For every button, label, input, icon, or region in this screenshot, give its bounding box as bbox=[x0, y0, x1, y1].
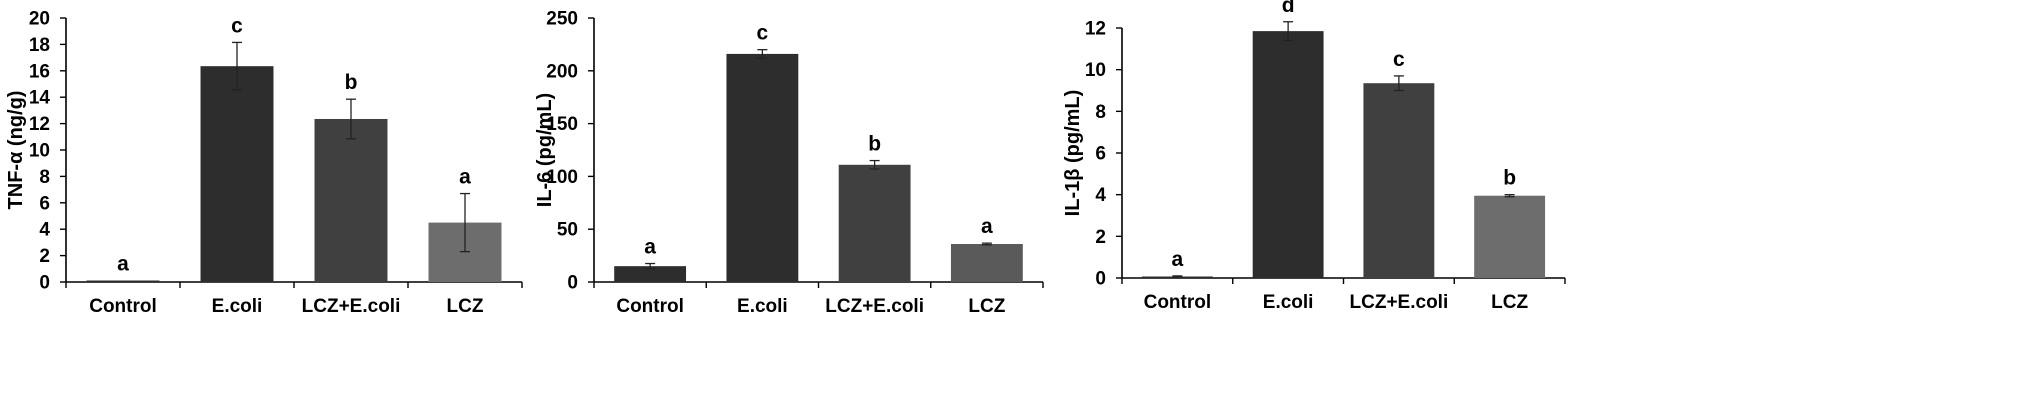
significance-letter: b bbox=[1503, 167, 1516, 190]
y-tick-label: 10 bbox=[29, 141, 50, 162]
significance-letter: c bbox=[231, 14, 243, 37]
significance-letter: a bbox=[117, 253, 129, 276]
bar-e-coli bbox=[200, 66, 274, 283]
y-tick-label: 100 bbox=[546, 167, 578, 188]
x-category-label: LCZ+E.coli bbox=[825, 296, 924, 317]
bar-lcz bbox=[950, 243, 1023, 282]
y-tick-label: 8 bbox=[39, 167, 50, 188]
y-tick-label: 0 bbox=[1095, 269, 1106, 290]
significance-letter: a bbox=[459, 166, 471, 189]
significance-letter: c bbox=[1393, 48, 1405, 71]
significance-letter: b bbox=[868, 133, 881, 156]
y-tick-label: 250 bbox=[546, 9, 578, 30]
y-tick-label: 150 bbox=[546, 114, 578, 135]
y-tick-label: 10 bbox=[1085, 60, 1106, 81]
x-category-label: LCZ bbox=[447, 296, 484, 317]
y-tick-label: 50 bbox=[557, 220, 578, 241]
y-axis-label: IL-6 (pg/mL) bbox=[534, 93, 556, 207]
x-category-label: LCZ+E.coli bbox=[302, 296, 401, 317]
y-tick-label: 200 bbox=[546, 61, 578, 82]
chart-panel-2: 0 50 100 150 200 250 a Control c E.coli b LCZ+E.col… bbox=[534, 9, 1044, 317]
significance-letter: a bbox=[1172, 248, 1184, 271]
significance-letter: d bbox=[1282, 0, 1295, 17]
y-tick-label: 4 bbox=[1095, 185, 1106, 206]
significance-letter: c bbox=[757, 22, 769, 45]
bar-lcz-e-coli bbox=[838, 164, 911, 282]
x-category-label: E.coli bbox=[737, 296, 788, 317]
y-tick-label: 18 bbox=[29, 35, 50, 56]
x-category-label: Control bbox=[1144, 292, 1212, 313]
y-tick-label: 12 bbox=[29, 114, 50, 135]
x-category-label: LCZ bbox=[1491, 292, 1528, 313]
chart-panel-3: 0 2 4 6 8 10 12 a Control d E.coli c LCZ+E.coli b LCZ I… bbox=[1062, 0, 1566, 313]
y-tick-label: 12 bbox=[1085, 19, 1106, 40]
chart-panel-1: 0 2 4 6 8 10 12 14 16 18 20 a Control c E.coli b LCZ+E.c… bbox=[5, 9, 523, 317]
x-category-label: LCZ bbox=[968, 296, 1005, 317]
bar-e-coli bbox=[726, 53, 799, 283]
significance-letter: a bbox=[644, 236, 656, 259]
x-category-label: Control bbox=[89, 296, 157, 317]
bar-lcz-e-coli bbox=[314, 118, 388, 282]
significance-letter: a bbox=[981, 215, 993, 238]
y-tick-label: 2 bbox=[39, 246, 50, 267]
x-category-label: LCZ+E.coli bbox=[1350, 292, 1449, 313]
y-tick-label: 4 bbox=[39, 220, 50, 241]
y-axis-label: IL-1β (pg/mL) bbox=[1062, 90, 1084, 217]
bar-lcz-e-coli bbox=[1363, 83, 1435, 278]
y-tick-label: 0 bbox=[567, 273, 578, 294]
y-axis-label: TNF-α (ng/g) bbox=[5, 91, 27, 210]
y-tick-label: 6 bbox=[1095, 144, 1106, 165]
y-tick-label: 0 bbox=[39, 273, 50, 294]
y-tick-label: 20 bbox=[29, 9, 50, 30]
x-category-label: E.coli bbox=[212, 296, 263, 317]
x-category-label: E.coli bbox=[1263, 292, 1314, 313]
y-tick-label: 6 bbox=[39, 193, 50, 214]
significance-letter: b bbox=[345, 71, 358, 94]
y-tick-label: 14 bbox=[29, 88, 51, 109]
y-tick-label: 8 bbox=[1095, 102, 1106, 123]
y-tick-label: 16 bbox=[29, 61, 50, 82]
bar-e-coli bbox=[1252, 31, 1324, 278]
bar-control bbox=[86, 280, 160, 282]
bar-control bbox=[614, 266, 687, 282]
x-category-label: Control bbox=[616, 296, 684, 317]
bar-lcz bbox=[1474, 195, 1546, 278]
y-tick-label: 2 bbox=[1095, 227, 1106, 248]
